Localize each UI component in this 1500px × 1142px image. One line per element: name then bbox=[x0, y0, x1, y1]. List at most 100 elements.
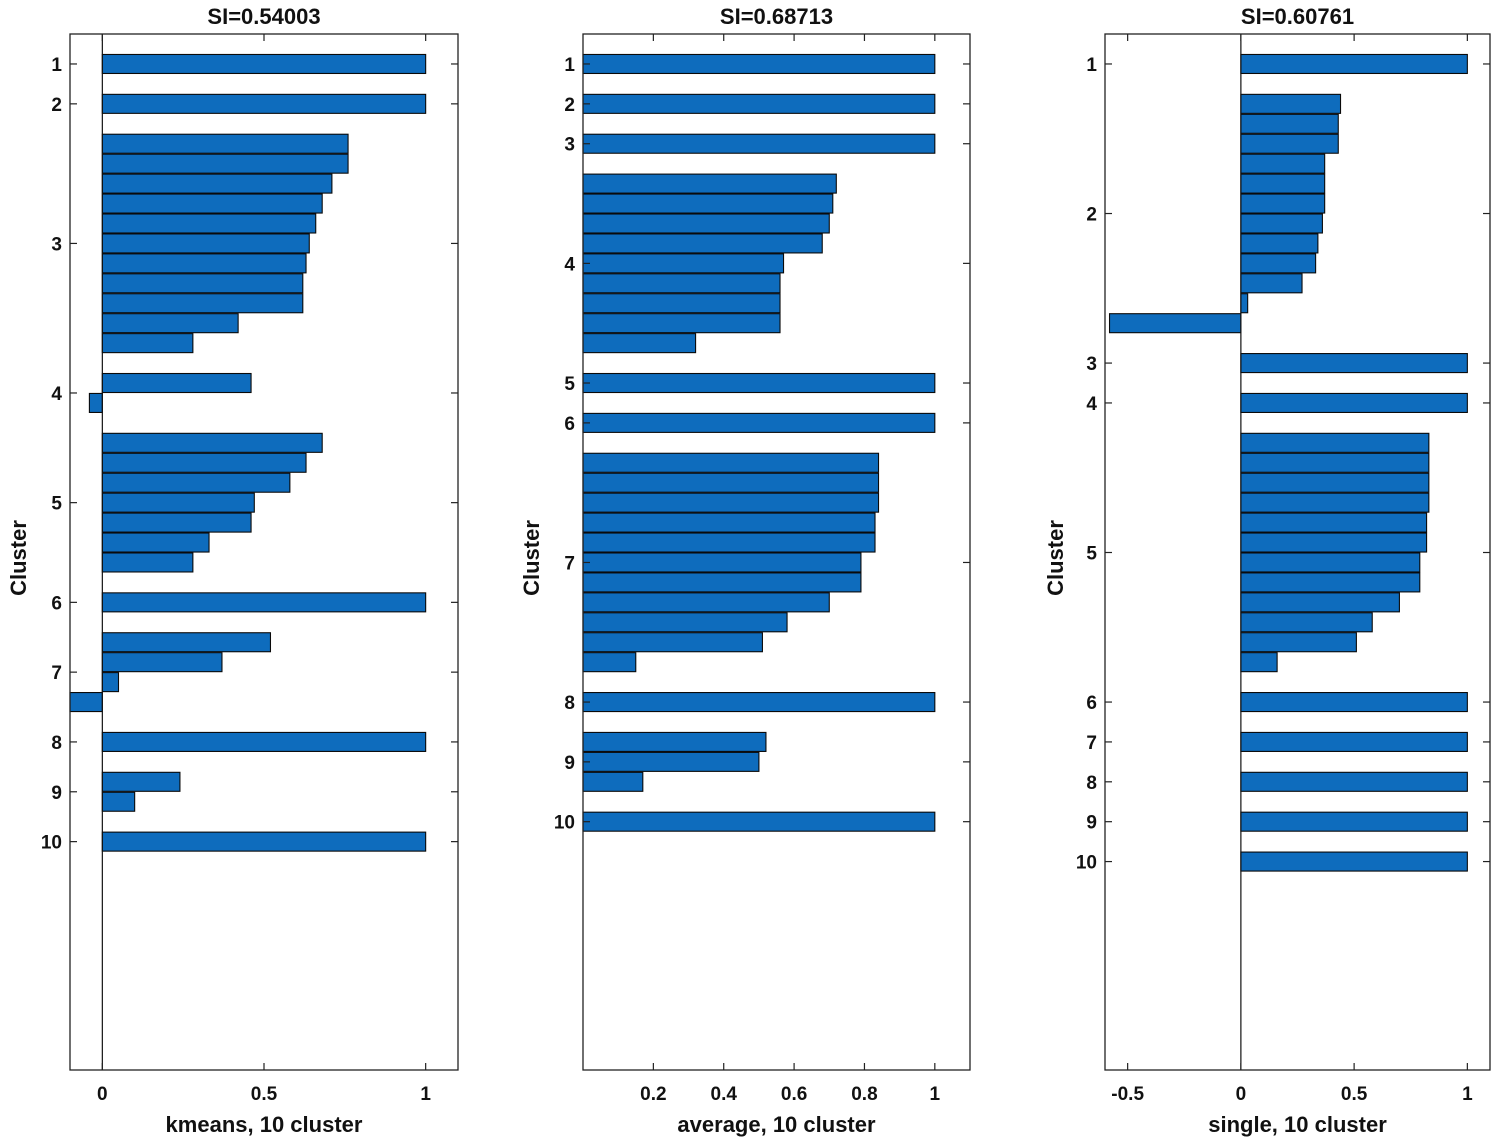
x-axis-label: single, 10 cluster bbox=[1208, 1112, 1387, 1137]
silhouette-bar-c2-1 bbox=[582, 93, 936, 114]
y-tick-label: 3 bbox=[1086, 354, 1097, 375]
silhouette-bar-c4-6 bbox=[582, 273, 781, 294]
silhouette-bar-c5-2 bbox=[1240, 452, 1430, 473]
x-tick-label: 1 bbox=[1462, 1084, 1473, 1105]
silhouette-bar-c3-1 bbox=[1240, 353, 1468, 374]
y-tick-label: 2 bbox=[564, 95, 575, 116]
y-tick-label: 7 bbox=[1086, 733, 1097, 754]
y-tick-label: 2 bbox=[51, 95, 62, 116]
silhouette-bar-c9-1 bbox=[1240, 811, 1468, 832]
silhouette-bar-c9-2 bbox=[101, 791, 136, 812]
y-tick-label: 7 bbox=[51, 663, 62, 684]
x-tick-label: 1 bbox=[420, 1084, 431, 1105]
silhouette-panel-3: SI=0.60761 1 2 3 4 5 6 7 8 9 10 -0.5 0 0.5 1 single, 10… bbox=[1043, 4, 1491, 1137]
silhouette-bar-c7-8 bbox=[582, 592, 830, 613]
silhouette-bar-c4-8 bbox=[582, 313, 781, 334]
silhouette-bar-c4-1 bbox=[101, 372, 252, 394]
silhouette-bar-c7-2 bbox=[101, 652, 223, 673]
silhouette-bar-c2-7 bbox=[1240, 213, 1323, 234]
y-tick-label: 6 bbox=[1086, 693, 1097, 714]
x-tick-label: -0.5 bbox=[1111, 1084, 1144, 1105]
silhouette-bar-c5-4 bbox=[101, 492, 255, 513]
y-tick-label: 8 bbox=[564, 693, 575, 714]
silhouette-bar-c3-11 bbox=[101, 333, 194, 354]
silhouette-bar-c3-1 bbox=[101, 133, 349, 154]
silhouette-bar-c8-1 bbox=[582, 691, 936, 713]
axes-frame bbox=[1104, 33, 1491, 1071]
silhouette-bar-c3-7 bbox=[101, 253, 307, 274]
silhouette-bar-c5-6 bbox=[101, 532, 210, 553]
axes-frame bbox=[582, 33, 971, 1071]
silhouette-bar-c7-5 bbox=[582, 532, 876, 553]
x-tick-label: 0 bbox=[97, 1084, 108, 1105]
silhouette-bar-c7-11 bbox=[582, 652, 637, 673]
silhouette-bar-c4-1 bbox=[582, 173, 837, 194]
silhouette-bar-c2-9 bbox=[1240, 253, 1317, 274]
y-tick-label: 1 bbox=[51, 55, 62, 76]
silhouette-panel-2: SI=0.68713 1 2 3 4 5 6 7 8 9 10 0.2 0.4 0.6 0.8 1 averag… bbox=[519, 4, 971, 1137]
silhouette-bar-c7-1 bbox=[582, 452, 880, 473]
silhouette-bar-c7-9 bbox=[582, 612, 788, 633]
silhouette-bar-c7-3 bbox=[582, 492, 880, 513]
y-tick-label: 2 bbox=[1086, 205, 1097, 226]
y-tick-label: 8 bbox=[1086, 773, 1097, 794]
silhouette-bar-c5-1 bbox=[1240, 432, 1430, 453]
x-tick-label: 0.6 bbox=[781, 1084, 807, 1105]
silhouette-bar-c7-4 bbox=[69, 691, 103, 713]
y-tick-label: 9 bbox=[564, 753, 575, 774]
silhouette-bar-c7-10 bbox=[582, 632, 763, 653]
silhouette-bar-c7-3 bbox=[101, 672, 120, 693]
silhouette-bar-c4-9 bbox=[582, 333, 697, 354]
silhouette-bar-c2-12 bbox=[1108, 313, 1242, 334]
y-tick-label: 7 bbox=[564, 553, 575, 574]
x-tick-label: 0 bbox=[1236, 1084, 1247, 1105]
y-axis-label: Cluster bbox=[1043, 520, 1068, 596]
chart-title: SI=0.60761 bbox=[1241, 4, 1354, 29]
x-tick-label: 0.8 bbox=[851, 1084, 877, 1105]
silhouette-bar-c10-1 bbox=[1240, 851, 1468, 872]
silhouette-bar-c3-8 bbox=[101, 273, 304, 294]
silhouette-bar-c2-1 bbox=[1240, 93, 1342, 114]
y-tick-label: 9 bbox=[1086, 813, 1097, 834]
silhouette-bar-c3-4 bbox=[101, 193, 323, 214]
silhouette-bar-c5-1 bbox=[101, 432, 323, 453]
silhouette-bar-c5-12 bbox=[1240, 652, 1278, 673]
silhouette-bar-c7-4 bbox=[582, 512, 876, 533]
y-tick-label: 6 bbox=[51, 593, 62, 614]
y-axis-label: Cluster bbox=[6, 520, 31, 596]
silhouette-bar-c2-3 bbox=[1240, 133, 1339, 154]
silhouette-bar-c3-10 bbox=[101, 313, 239, 334]
silhouette-bar-c7-2 bbox=[582, 472, 880, 493]
silhouette-bar-c2-1 bbox=[101, 93, 427, 114]
y-tick-label: 1 bbox=[1086, 55, 1097, 76]
silhouette-bar-c2-11 bbox=[1240, 293, 1249, 314]
y-tick-label: 8 bbox=[51, 733, 62, 754]
chart-title: SI=0.54003 bbox=[207, 4, 320, 29]
y-tick-label: 4 bbox=[51, 384, 62, 405]
silhouette-bar-c8-1 bbox=[1240, 771, 1468, 792]
silhouette-bar-c10-1 bbox=[582, 811, 936, 832]
silhouette-bar-c5-4 bbox=[1240, 492, 1430, 513]
silhouette-bar-c7-6 bbox=[582, 552, 862, 573]
x-axis-label: average, 10 cluster bbox=[677, 1112, 876, 1137]
silhouette-bar-c6-1 bbox=[1240, 691, 1468, 713]
silhouette-bar-c9-1 bbox=[582, 731, 767, 752]
silhouette-bar-c7-7 bbox=[582, 572, 862, 593]
silhouette-bar-c5-2 bbox=[101, 452, 307, 473]
silhouette-bar-c3-1 bbox=[582, 133, 936, 154]
y-tick-label: 10 bbox=[41, 833, 62, 854]
silhouette-bar-c2-2 bbox=[1240, 113, 1339, 134]
y-tick-label: 10 bbox=[554, 813, 575, 834]
silhouette-bar-c2-10 bbox=[1240, 273, 1303, 294]
silhouette-bar-c4-5 bbox=[582, 253, 785, 274]
silhouette-bar-c3-9 bbox=[101, 293, 304, 314]
silhouette-bar-c5-7 bbox=[1240, 552, 1421, 573]
silhouette-bar-c5-9 bbox=[1240, 592, 1400, 613]
x-tick-label: 0.5 bbox=[1341, 1084, 1368, 1105]
silhouette-bar-c5-11 bbox=[1240, 632, 1357, 653]
x-tick-label: 1 bbox=[930, 1084, 941, 1105]
silhouette-bar-c3-3 bbox=[101, 173, 333, 194]
y-tick-label: 5 bbox=[51, 494, 62, 515]
silhouette-bar-c4-2 bbox=[582, 193, 834, 214]
